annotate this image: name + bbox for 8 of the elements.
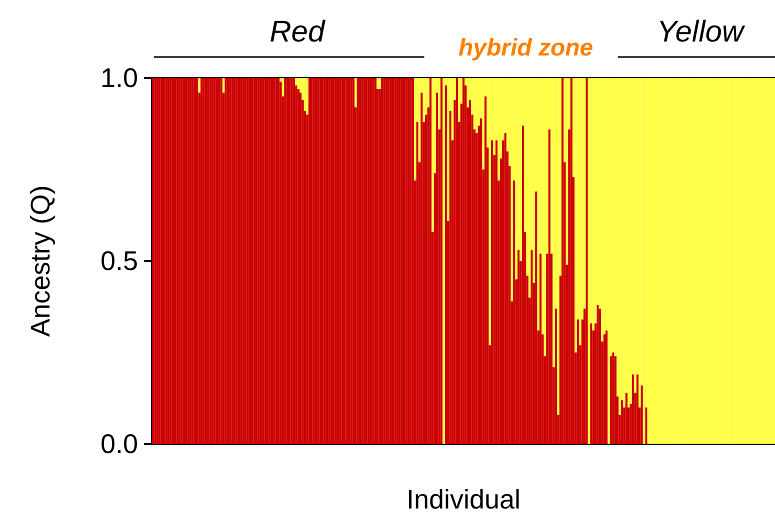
y-tick-label: 1.0 (100, 63, 138, 93)
text: Yellow (656, 16, 746, 48)
x-axis-title: Individual (406, 484, 521, 514)
y-tick-label: 0.0 (100, 429, 138, 459)
text: Red (270, 16, 326, 48)
y-axis-title: Ancestry (Q) (26, 185, 56, 337)
y-tick-label: 0.5 (100, 246, 138, 276)
text: hybrid zone (458, 34, 594, 62)
